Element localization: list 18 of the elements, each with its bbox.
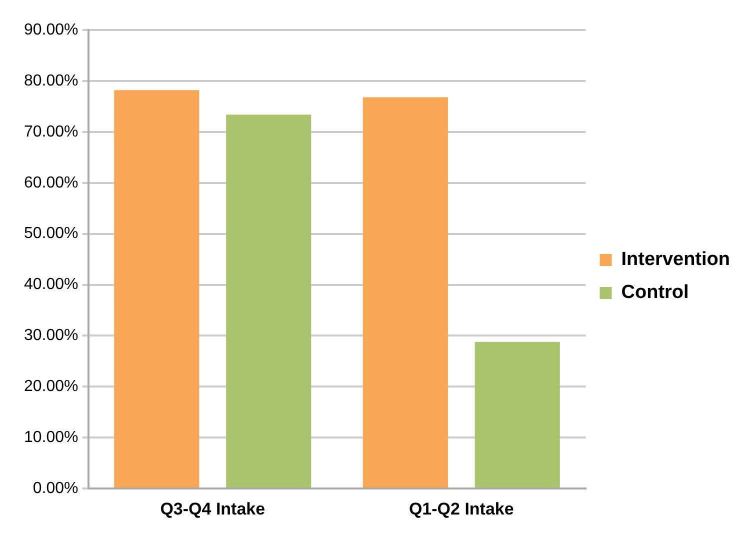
y-tick-label: 60.00%	[24, 174, 78, 192]
bar	[362, 97, 448, 488]
y-tick-label: 0.00%	[32, 480, 78, 498]
bar	[226, 114, 312, 488]
y-tick-label: 50.00%	[24, 225, 78, 242]
x-tick-label: Q1-Q2 Intake	[408, 499, 514, 518]
y-tick-label: 80.00%	[24, 72, 78, 90]
y-tick-label: 20.00%	[24, 378, 78, 396]
bar	[474, 342, 560, 488]
legend-label: Intervention	[621, 249, 730, 270]
y-tick-label: 10.00%	[24, 429, 78, 446]
y-tick-label: 90.00%	[24, 21, 78, 38]
bar	[114, 90, 200, 488]
legend-label: Control	[621, 282, 689, 304]
x-tick-label: Q3-Q4 Intake	[160, 499, 266, 518]
y-tick-label: 30.00%	[24, 327, 78, 344]
y-tick-label: 40.00%	[24, 276, 78, 294]
y-tick-label: 70.00%	[24, 123, 78, 140]
